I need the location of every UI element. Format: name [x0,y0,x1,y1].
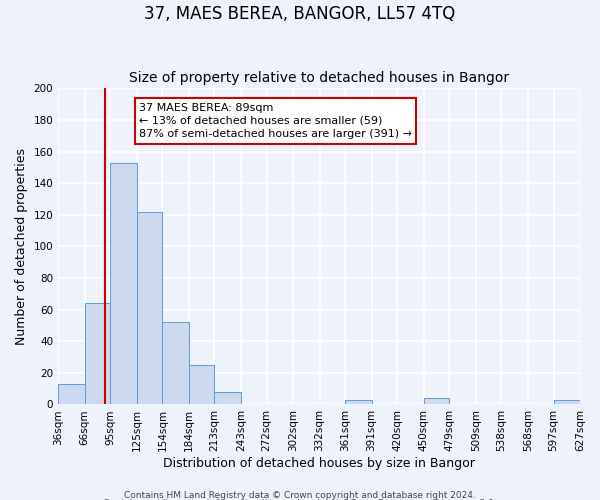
Bar [214,392,241,404]
Text: 37 MAES BEREA: 89sqm
← 13% of detached houses are smaller (59)
87% of semi-detac: 37 MAES BEREA: 89sqm ← 13% of detached h… [139,102,412,139]
Bar [58,384,85,404]
Text: 37, MAES BEREA, BANGOR, LL57 4TQ: 37, MAES BEREA, BANGOR, LL57 4TQ [145,5,455,23]
Bar [110,162,137,404]
X-axis label: Distribution of detached houses by size in Bangor: Distribution of detached houses by size … [163,457,475,470]
Title: Size of property relative to detached houses in Bangor: Size of property relative to detached ho… [129,70,509,85]
Bar [163,322,189,404]
Bar [137,212,163,404]
Y-axis label: Number of detached properties: Number of detached properties [15,148,28,345]
Bar [424,398,449,404]
Text: Contains HM Land Registry data © Crown copyright and database right 2024.: Contains HM Land Registry data © Crown c… [124,490,476,500]
Bar [189,365,214,405]
Bar [345,400,371,404]
Bar [554,400,580,404]
Bar [85,304,110,404]
